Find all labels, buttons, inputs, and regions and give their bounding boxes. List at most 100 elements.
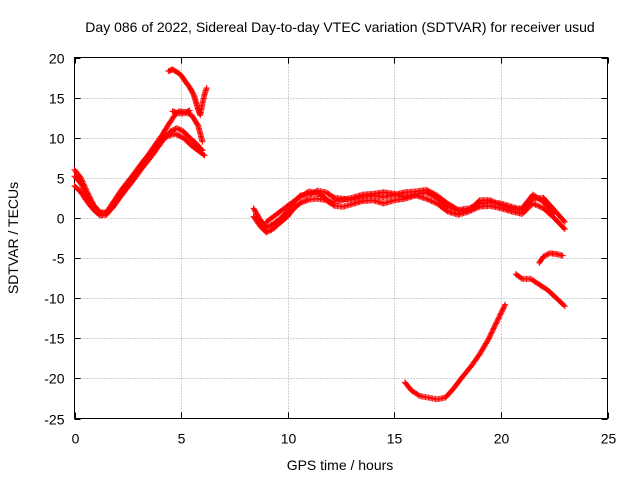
data-point — [78, 181, 85, 188]
data-point — [540, 253, 547, 260]
data-point — [447, 204, 454, 211]
y-tick-label: -10 — [44, 291, 64, 307]
data-point — [81, 186, 88, 193]
data-point — [497, 202, 504, 209]
data-series-arc2b — [250, 192, 568, 236]
data-point — [444, 203, 451, 210]
data-point — [451, 206, 458, 213]
data-point — [491, 323, 498, 330]
data-point — [176, 126, 183, 133]
y-tick-label: 5 — [57, 171, 65, 187]
data-point — [161, 134, 168, 141]
data-point — [499, 202, 506, 209]
grid — [74, 57, 608, 419]
data-point — [501, 302, 508, 309]
data-point — [559, 252, 566, 259]
data-point — [495, 200, 502, 207]
data-point — [489, 326, 496, 333]
data-point — [77, 180, 84, 187]
data-point — [452, 206, 459, 213]
data-series-arc5 — [536, 250, 566, 266]
data-point — [415, 392, 422, 399]
data-point — [491, 199, 498, 206]
data-point — [533, 202, 540, 209]
data-point — [491, 324, 498, 331]
data-point — [493, 200, 500, 207]
data-point — [83, 190, 90, 197]
data-point — [475, 204, 482, 211]
data-point — [81, 188, 88, 195]
data-point — [163, 133, 170, 140]
data-point — [502, 301, 509, 308]
y-tick-label: -5 — [52, 251, 65, 267]
data-series-arc2c — [263, 188, 558, 225]
data-series-arc1e — [169, 107, 193, 117]
data-point — [497, 310, 504, 317]
data-point — [424, 196, 431, 203]
data-point — [531, 201, 538, 208]
plot-frame — [74, 57, 608, 419]
data-point — [80, 185, 87, 192]
data-point — [175, 125, 182, 132]
data-point — [487, 197, 494, 204]
data-point — [432, 199, 439, 206]
data-point — [496, 314, 503, 321]
data-point — [550, 209, 557, 216]
data-point — [423, 195, 430, 202]
data-point — [177, 127, 184, 134]
data-point — [486, 334, 493, 341]
data-point — [503, 204, 510, 211]
data-point — [162, 134, 169, 141]
data-point — [498, 309, 505, 316]
y-tick-label: 0 — [57, 211, 65, 227]
data-series-arc1d — [165, 66, 210, 119]
data-point — [492, 199, 499, 206]
data-series-arc1c — [71, 130, 208, 217]
x-tick-label: 0 — [72, 431, 80, 447]
data-point — [536, 203, 543, 210]
data-point — [500, 304, 507, 311]
x-tick-label: 10 — [281, 431, 297, 447]
data-point — [543, 252, 550, 259]
data-point — [428, 198, 435, 205]
data-point — [485, 336, 492, 343]
data-point — [488, 197, 495, 204]
data-point — [173, 125, 180, 132]
data-point — [445, 204, 452, 211]
data-point — [496, 312, 503, 319]
data-point — [263, 229, 270, 236]
data-point — [494, 316, 501, 323]
data-point — [453, 207, 460, 214]
data-point — [429, 198, 436, 205]
data-point — [500, 305, 507, 312]
data-point — [492, 321, 499, 328]
data-point — [79, 184, 86, 191]
data-point — [265, 228, 272, 235]
chart-title: Day 086 of 2022, Sidereal Day-to-day VTE… — [85, 19, 594, 35]
data-point — [560, 225, 567, 232]
data-point — [489, 328, 496, 335]
axis-ticks: 0 5 10 15 20 25 -25 -20 -15 -10 -5 0 5 10 15 20 — [44, 51, 616, 447]
data-points — [71, 66, 568, 403]
data-point — [529, 200, 536, 207]
y-tick-label: 20 — [49, 51, 65, 67]
y-tick-label: 10 — [49, 131, 65, 147]
data-point — [165, 133, 172, 140]
data-point — [267, 227, 274, 234]
data-point — [493, 320, 500, 327]
data-point — [541, 252, 548, 259]
data-point — [185, 108, 192, 115]
data-point — [79, 183, 86, 190]
data-point — [504, 204, 511, 211]
data-point — [505, 205, 512, 212]
data-point — [199, 138, 206, 145]
data-point — [495, 315, 502, 322]
data-point — [499, 306, 506, 313]
data-point — [501, 203, 508, 210]
data-series-arc4 — [512, 271, 568, 310]
data-point — [486, 333, 493, 340]
data-point — [500, 203, 507, 210]
x-tick-label: 25 — [601, 431, 617, 447]
data-point — [203, 84, 210, 91]
data-point — [497, 311, 504, 318]
